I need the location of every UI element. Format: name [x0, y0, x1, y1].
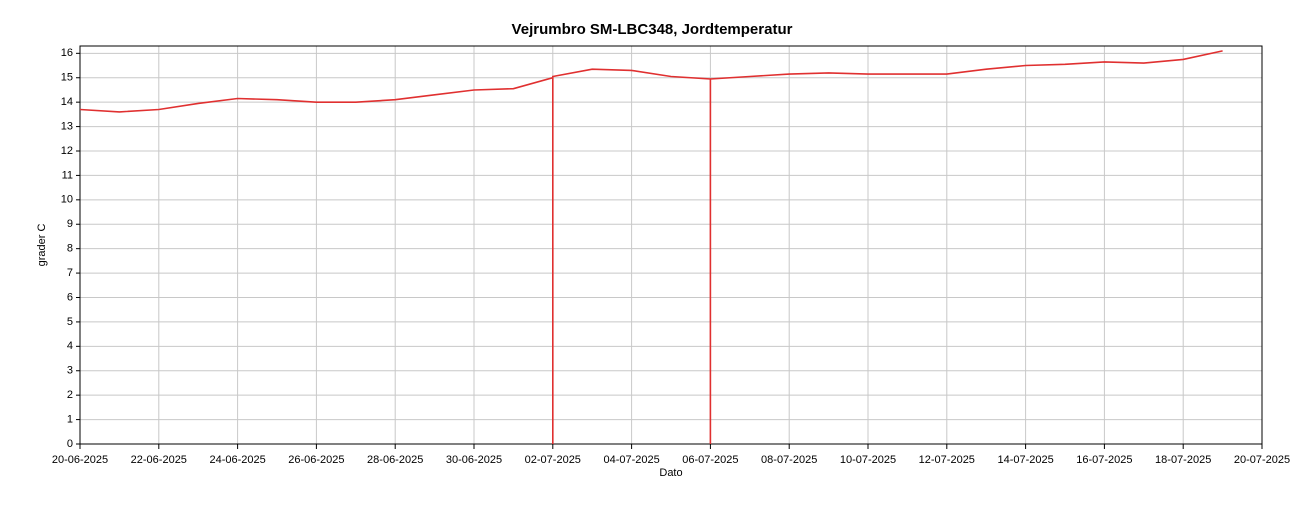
- x-tick-label: 10-07-2025: [840, 454, 896, 466]
- x-tick-label: 20-06-2025: [52, 454, 108, 466]
- y-tick-label: 0: [67, 438, 73, 450]
- y-tick-label: 7: [67, 267, 73, 279]
- x-axis-label: Dato: [659, 467, 682, 479]
- y-tick-label: 8: [67, 243, 73, 255]
- x-tick-label: 24-06-2025: [209, 454, 265, 466]
- x-tick-label: 08-07-2025: [761, 454, 817, 466]
- y-tick-label: 3: [67, 365, 73, 377]
- y-tick-label: 12: [61, 145, 73, 157]
- x-tick-label: 12-07-2025: [919, 454, 975, 466]
- x-tick-label: 28-06-2025: [367, 454, 423, 466]
- x-tick-label: 06-07-2025: [682, 454, 738, 466]
- x-tick-label: 22-06-2025: [131, 454, 187, 466]
- y-tick-label: 14: [61, 96, 73, 108]
- y-tick-label: 15: [61, 72, 73, 84]
- y-tick-label: 13: [61, 120, 73, 132]
- y-tick-label: 4: [67, 340, 73, 352]
- y-axis-label: grader C: [36, 224, 48, 267]
- x-tick-label: 20-07-2025: [1234, 454, 1290, 466]
- x-tick-label: 02-07-2025: [525, 454, 581, 466]
- y-tick-label: 10: [61, 194, 73, 206]
- x-tick-label: 14-07-2025: [997, 454, 1053, 466]
- x-tick-label: 18-07-2025: [1155, 454, 1211, 466]
- y-tick-label: 9: [67, 218, 73, 230]
- x-tick-label: 30-06-2025: [446, 454, 502, 466]
- chart-title: Vejrumbro SM-LBC348, Jordtemperatur: [512, 21, 793, 38]
- x-tick-label: 04-07-2025: [603, 454, 659, 466]
- y-tick-label: 5: [67, 316, 73, 328]
- y-tick-label: 16: [61, 47, 73, 59]
- y-tick-label: 11: [62, 169, 73, 181]
- x-tick-label: 26-06-2025: [288, 454, 344, 466]
- y-tick-label: 2: [67, 389, 73, 401]
- data-line: [79, 50, 1223, 444]
- y-tick-label: 6: [67, 291, 73, 303]
- y-tick-label: 1: [67, 413, 73, 425]
- plot-frame: [79, 45, 1263, 445]
- x-tick-label: 16-07-2025: [1076, 454, 1132, 466]
